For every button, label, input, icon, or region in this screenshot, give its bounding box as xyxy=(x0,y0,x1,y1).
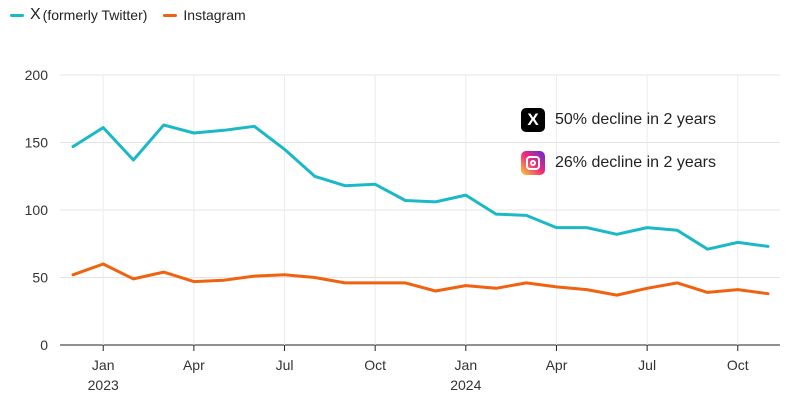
legend-label-x: (formerly Twitter) xyxy=(42,7,148,23)
series-line-x xyxy=(71,123,770,251)
y-tick-label: 50 xyxy=(32,270,48,286)
x-tick-year-label: 2023 xyxy=(88,377,119,393)
y-axis: 0 50 100 150 200 xyxy=(25,67,49,353)
annotation-x-text: 50% decline in 2 years xyxy=(555,111,716,128)
y-tick-label: 200 xyxy=(25,67,49,83)
x-tick-label: Jan xyxy=(455,357,478,373)
x-axis: Jan 2023 Apr Jul Oct Jan 2024 Apr Jul Oct xyxy=(88,345,749,393)
annotation-instagram: 26% decline in 2 years xyxy=(521,151,716,175)
legend-swatch-instagram xyxy=(163,13,178,17)
legend-item-x: X (formerly Twitter) xyxy=(10,6,147,24)
annotation-x: X 50% decline in 2 years xyxy=(521,108,716,132)
x-tick-label: Oct xyxy=(364,357,386,373)
instagram-logo-icon xyxy=(521,151,545,175)
x-tick-label: Apr xyxy=(183,357,205,373)
legend-item-instagram: Instagram xyxy=(163,7,246,23)
legend-swatch-x xyxy=(10,13,24,17)
x-tick-label: Jul xyxy=(638,357,656,373)
x-tick-year-label: 2024 xyxy=(450,377,481,393)
y-tick-label: 0 xyxy=(40,337,48,353)
legend-x-glyph: X xyxy=(30,6,41,23)
annotation-instagram-text: 26% decline in 2 years xyxy=(555,154,716,171)
y-tick-label: 100 xyxy=(25,202,49,218)
legend-label-instagram: Instagram xyxy=(183,7,246,23)
x-logo-icon: X xyxy=(521,108,545,132)
x-tick-label: Apr xyxy=(546,357,568,373)
legend: X (formerly Twitter) Instagram xyxy=(10,6,262,24)
y-tick-label: 150 xyxy=(25,135,49,151)
x-tick-label: Oct xyxy=(727,357,749,373)
x-tick-label: Jul xyxy=(276,357,294,373)
x-tick-label: Jan xyxy=(92,357,115,373)
series-lines xyxy=(71,123,770,297)
series-line-instagram xyxy=(71,262,770,297)
